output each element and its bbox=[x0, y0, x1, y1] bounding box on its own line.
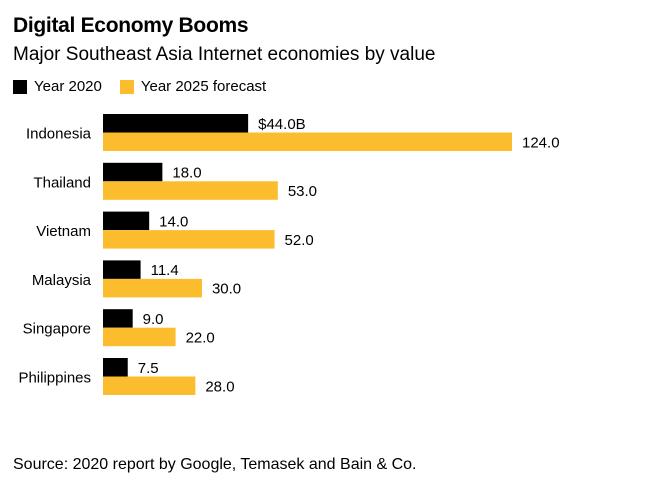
category-label-malaysia: Malaysia bbox=[32, 272, 92, 289]
bar-indonesia-2020 bbox=[103, 114, 249, 133]
value-label-vietnam-2025: 52.0 bbox=[285, 232, 314, 249]
category-label-thailand: Thailand bbox=[33, 174, 91, 191]
legend-swatch-2020 bbox=[13, 79, 27, 94]
legend-item-2025: Year 2025 forecast bbox=[119, 78, 267, 95]
value-label-vietnam-2020: 14.0 bbox=[159, 213, 188, 230]
bar-thailand-2020 bbox=[103, 162, 163, 182]
category-label-vietnam: Vietnam bbox=[36, 223, 91, 240]
value-label-philippines-2020: 7.5 bbox=[138, 360, 159, 377]
legend-swatch-2025 bbox=[119, 79, 134, 94]
value-label-thailand-2020: 18.0 bbox=[172, 165, 201, 182]
value-label-malaysia-2020: 11.4 bbox=[151, 262, 179, 279]
legend-label-2020: Year 2020 bbox=[34, 78, 102, 95]
bar-vietnam-2025 bbox=[103, 230, 275, 249]
legend-item-2020: Year 2020 bbox=[13, 78, 102, 95]
bar-singapore-2025 bbox=[103, 327, 176, 347]
bar-indonesia-2025 bbox=[103, 132, 512, 151]
category-label-indonesia: Indonesia bbox=[26, 126, 92, 143]
bar-malaysia-2025 bbox=[103, 278, 202, 298]
value-label-thailand-2025: 53.0 bbox=[288, 183, 317, 200]
value-label-indonesia-2025: 124.0 bbox=[522, 134, 560, 151]
bar-philippines-2025 bbox=[103, 376, 196, 395]
category-label-singapore: Singapore bbox=[23, 321, 91, 338]
value-label-malaysia-2025: 30.0 bbox=[212, 281, 241, 298]
bar-singapore-2020 bbox=[103, 309, 133, 328]
value-label-philippines-2025: 28.0 bbox=[205, 378, 234, 395]
legend: Year 2020 Year 2025 forecast bbox=[13, 78, 284, 95]
category-label-philippines: Philippines bbox=[18, 370, 91, 387]
value-label-indonesia-2020: $44.0B bbox=[258, 116, 306, 133]
legend-label-2025: Year 2025 forecast bbox=[140, 78, 267, 95]
bar-vietnam-2020 bbox=[103, 211, 150, 231]
value-label-singapore-2025: 22.0 bbox=[186, 329, 215, 346]
bar-malaysia-2020 bbox=[103, 260, 141, 279]
value-label-singapore-2020: 9.0 bbox=[143, 311, 164, 328]
source-note: Source: 2020 report by Google, Temasek a… bbox=[13, 456, 417, 473]
chart-title: Digital Economy Booms bbox=[13, 14, 249, 37]
bar-thailand-2025 bbox=[103, 181, 278, 200]
bar-philippines-2020 bbox=[103, 358, 128, 377]
bar-chart: Indonesia $44.0B 124.0 Thailand 18.0 53.0 Viet… bbox=[18, 114, 560, 395]
chart-subtitle: Major Southeast Asia Internet economies … bbox=[13, 44, 436, 65]
